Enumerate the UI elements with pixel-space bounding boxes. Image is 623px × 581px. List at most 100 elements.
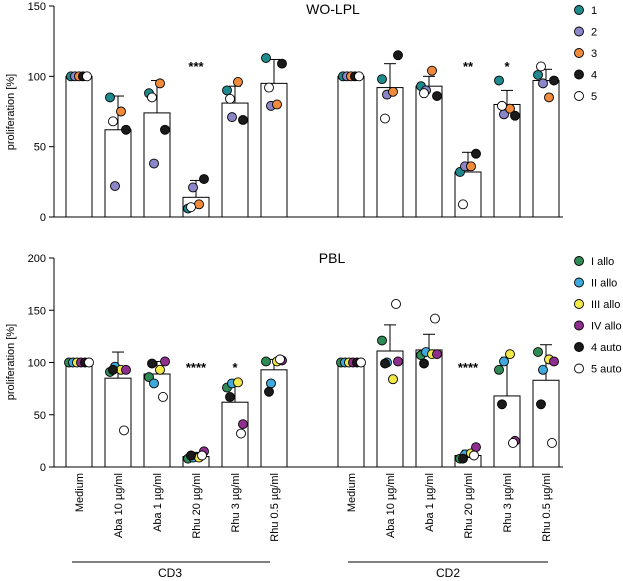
data-point	[533, 69, 543, 80]
data-point	[261, 53, 271, 63]
cd3-group-label: CD3	[158, 566, 182, 580]
bar	[415, 349, 443, 468]
data-point	[494, 364, 504, 375]
group-brackets: CD3 CD2	[72, 561, 548, 580]
data-point	[391, 299, 401, 309]
y-tick-label: 100	[28, 71, 46, 83]
data-point	[266, 378, 276, 389]
legend-marker	[574, 48, 584, 58]
data-point	[119, 425, 129, 436]
data-point	[419, 358, 429, 369]
bar	[376, 87, 404, 218]
x-tick-label: Rhu 3 µg/ml	[230, 473, 242, 533]
data-point	[160, 356, 170, 367]
data-point	[393, 356, 403, 367]
legend-marker	[574, 91, 584, 101]
x-tick-label: Rhu 0.5 µg/ml	[269, 473, 281, 542]
data-point	[227, 112, 237, 123]
bar	[65, 362, 93, 468]
x-tick-label: Rhu 20 µg/ml	[191, 473, 203, 539]
data-point	[499, 356, 509, 367]
data-point	[233, 377, 243, 388]
data-point	[197, 450, 207, 461]
data-point	[186, 450, 196, 461]
data-point	[238, 419, 248, 430]
data-point	[388, 374, 398, 385]
data-point	[458, 199, 468, 210]
legend-marker	[574, 299, 584, 309]
data-point	[155, 78, 165, 89]
data-point	[432, 91, 442, 101]
wo-lpl-y-axis-label: proliferation [%]	[5, 74, 17, 150]
data-point	[427, 65, 437, 76]
data-point	[222, 85, 232, 96]
significance-mark: ***	[188, 59, 204, 74]
data-point	[497, 399, 507, 410]
data-point	[158, 392, 168, 402]
bar	[493, 395, 521, 468]
data-point	[82, 71, 92, 82]
data-point	[471, 148, 481, 159]
significance-mark: *	[504, 59, 510, 74]
pbl-y-axis-label: proliferation [%]	[5, 324, 17, 400]
bar	[532, 80, 560, 218]
data-point	[380, 113, 390, 124]
legend-label: II allo	[591, 278, 617, 290]
data-point	[147, 358, 157, 369]
legend-label: 3	[591, 48, 597, 60]
data-point	[430, 313, 440, 324]
legend-label: 5	[591, 91, 597, 103]
data-point	[121, 124, 131, 135]
data-point	[538, 364, 548, 375]
wo-lpl-title: WO-LPL	[306, 1, 360, 17]
y-tick-label: 150	[28, 1, 46, 13]
bar	[376, 350, 404, 468]
bar	[337, 75, 365, 218]
x-tick-label: Aba 10 µg/ml	[385, 473, 397, 538]
bar	[65, 75, 93, 218]
data-point	[225, 93, 235, 104]
data-point	[388, 86, 398, 97]
legend-marker	[574, 5, 584, 15]
bar	[415, 85, 443, 218]
data-point	[264, 386, 274, 397]
legend-label: I allo	[591, 256, 614, 268]
x-tick-label: Aba 1 µg/ml	[424, 473, 436, 532]
x-tick-label: Medium	[346, 473, 358, 512]
y-tick-label: 200	[28, 253, 46, 265]
data-point	[108, 364, 118, 375]
x-tick-label: Aba 10 µg/ml	[113, 473, 125, 538]
data-point	[377, 74, 387, 85]
bar	[104, 129, 132, 218]
data-point	[466, 161, 476, 172]
data-point	[533, 347, 543, 357]
cd2-group-label: CD2	[436, 566, 460, 580]
data-point	[544, 92, 554, 103]
data-point	[536, 61, 546, 72]
legend-label: 4 auto	[591, 342, 622, 354]
data-point	[238, 114, 248, 125]
data-point	[264, 82, 274, 93]
data-point	[356, 357, 366, 368]
x-tick-label: Rhu 3 µg/ml	[502, 473, 514, 533]
x-tick-label: Rhu 0.5 µg/ml	[541, 473, 553, 542]
legend-marker	[574, 256, 584, 266]
data-point	[497, 100, 507, 111]
data-point	[272, 99, 282, 110]
data-point	[105, 92, 115, 103]
data-point	[547, 438, 557, 448]
data-point	[510, 110, 520, 121]
data-point	[155, 364, 165, 375]
bar	[337, 362, 365, 468]
data-point	[84, 357, 94, 368]
data-point	[233, 77, 243, 87]
data-point	[160, 124, 170, 135]
data-point	[199, 174, 209, 184]
x-tick-label: Aba 1 µg/ml	[152, 473, 164, 532]
bar	[532, 379, 560, 468]
data-point	[186, 202, 196, 213]
y-tick-label: 50	[34, 410, 46, 422]
bar	[454, 171, 482, 218]
data-point	[538, 78, 548, 89]
